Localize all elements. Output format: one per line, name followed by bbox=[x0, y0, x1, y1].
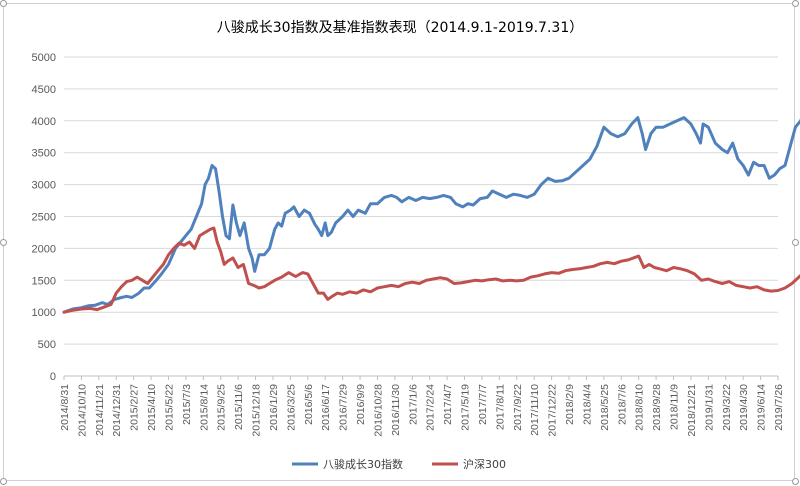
y-tick-label: 4500 bbox=[32, 84, 56, 96]
x-tick-label: 2019/1/31 bbox=[703, 384, 715, 431]
x-tick-label: 2019/7/26 bbox=[773, 384, 785, 431]
x-tick-label: 2018/12/21 bbox=[686, 384, 698, 437]
y-tick-label: 1500 bbox=[32, 275, 56, 287]
series-line-1 bbox=[62, 116, 800, 314]
resize-handle-bottom-left[interactable] bbox=[0, 478, 7, 485]
x-tick-label: 2015/11/6 bbox=[233, 384, 245, 430]
x-tick-label: 2015/4/10 bbox=[146, 384, 158, 431]
x-axis: 2014/8/31 2014/10/10 2014/11/21 2014/12/31 2… bbox=[59, 376, 785, 437]
legend-label-1: 八骏成长30指数 bbox=[323, 457, 403, 471]
x-tick-label: 2016/7/29 bbox=[338, 384, 350, 431]
y-tick-label: 0 bbox=[50, 371, 56, 383]
x-tick-label: 2017/1/6 bbox=[407, 384, 419, 425]
legend-label-2: 沪深300 bbox=[463, 457, 506, 471]
x-tick-label: 2017/12/22 bbox=[547, 384, 559, 437]
resize-handle-left[interactable] bbox=[0, 239, 7, 246]
x-tick-label: 2018/8/10 bbox=[634, 384, 646, 431]
y-tick-label: 2000 bbox=[32, 243, 56, 255]
x-tick-label: 2019/4/30 bbox=[738, 384, 750, 431]
y-tick-label: 3500 bbox=[32, 148, 56, 160]
x-tick-label: 2018/2/9 bbox=[564, 384, 576, 425]
gridlines bbox=[64, 56, 778, 377]
x-tick-label: 2014/12/31 bbox=[111, 384, 123, 437]
x-tick-label: 2016/1/29 bbox=[268, 384, 280, 431]
resize-handle-bottom-right[interactable] bbox=[792, 478, 799, 485]
resize-handle-top-right[interactable] bbox=[792, 0, 799, 7]
x-tick-label: 2015/5/22 bbox=[163, 384, 175, 431]
resize-handle-right[interactable] bbox=[792, 239, 799, 246]
x-tick-label: 2015/8/14 bbox=[198, 384, 210, 431]
y-tick-label: 4000 bbox=[32, 116, 56, 128]
resize-handle-top-left[interactable] bbox=[0, 0, 7, 7]
y-tick-label: 5000 bbox=[32, 52, 56, 64]
x-tick-label: 2015/7/3 bbox=[181, 384, 193, 425]
y-tick-label: 500 bbox=[38, 339, 56, 351]
x-tick-label: 2018/11/9 bbox=[669, 384, 681, 430]
x-tick-label: 2014/8/31 bbox=[59, 384, 71, 431]
chart-title: 八骏成长30指数及基准指数表现（2014.9.1-2019.7.31） bbox=[217, 19, 583, 36]
y-tick-label: 1000 bbox=[32, 307, 56, 319]
x-tick-label: 2017/5/19 bbox=[460, 384, 472, 431]
x-tick-label: 2018/9/28 bbox=[651, 384, 663, 431]
x-tick-label: 2015/12/18 bbox=[251, 384, 263, 437]
x-tick-label: 2017/11/10 bbox=[529, 384, 541, 436]
x-tick-label: 2015/2/27 bbox=[129, 384, 141, 431]
series-line-2 bbox=[62, 226, 800, 314]
x-tick-label: 2015/9/25 bbox=[216, 384, 228, 431]
x-tick-label: 2014/11/21 bbox=[94, 384, 106, 436]
x-tick-label: 2018/4/4 bbox=[581, 384, 593, 425]
x-tick-label: 2017/4/7 bbox=[442, 384, 454, 425]
x-tick-label: 2017/2/24 bbox=[425, 384, 437, 431]
x-tick-label: 2017/9/22 bbox=[512, 384, 524, 431]
legend: 八骏成长30指数 沪深300 bbox=[292, 457, 506, 471]
y-tick-label: 3000 bbox=[32, 180, 56, 192]
y-tick-label: 2500 bbox=[32, 212, 56, 224]
x-tick-label: 2017/8/11 bbox=[494, 384, 506, 430]
x-tick-label: 2019/6/14 bbox=[756, 384, 768, 431]
x-tick-label: 2016/3/25 bbox=[285, 384, 297, 431]
x-tick-label: 2017/7/7 bbox=[477, 384, 489, 425]
series-lines bbox=[62, 116, 800, 314]
x-tick-label: 2016/9/9 bbox=[355, 384, 367, 425]
x-tick-label: 2016/5/6 bbox=[303, 384, 315, 425]
x-tick-label: 2018/7/6 bbox=[616, 384, 628, 425]
x-tick-label: 2014/10/10 bbox=[76, 384, 88, 437]
x-tick-label: 2019/3/22 bbox=[721, 384, 733, 431]
x-tick-label: 2018/5/25 bbox=[599, 384, 611, 431]
y-axis-tick-labels: 0 500 1000 1500 2000 2500 3000 3500 4000 4500 5000 bbox=[32, 52, 56, 383]
x-tick-label: 2016/6/17 bbox=[320, 384, 332, 431]
x-tick-label: 2016/10/28 bbox=[372, 384, 384, 437]
x-tick-label: 2016/11/30 bbox=[390, 384, 402, 436]
